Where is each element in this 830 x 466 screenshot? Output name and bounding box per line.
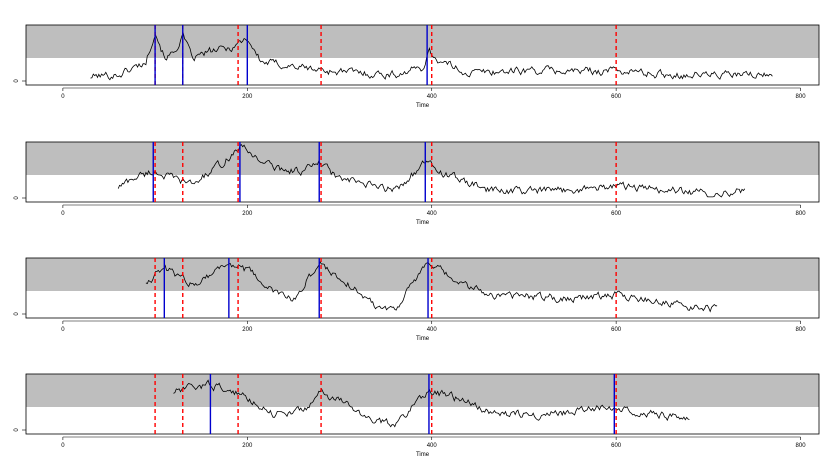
x-tick-label: 400 (427, 327, 438, 333)
plot-frame (25, 373, 820, 435)
x-tick-label: 800 (796, 443, 807, 449)
y-tick-label: 0 (14, 79, 20, 83)
x-tick-label: 800 (796, 211, 807, 217)
y-tick-label: 0 (14, 196, 20, 200)
x-tick-label: 400 (427, 94, 438, 100)
shaded-band (26, 142, 819, 175)
plot-frame (25, 24, 820, 86)
series-line (173, 379, 690, 428)
plot-frame (25, 141, 820, 203)
x-tick-label: 200 (242, 327, 253, 333)
x-tick-label: 800 (796, 94, 807, 100)
x-tick-label: 200 (242, 94, 253, 100)
x-tick-label: 0 (61, 211, 65, 217)
panel-2: 0 200 400 600 800 Time 0 (14, 141, 820, 226)
x-axis-title: Time (416, 336, 430, 342)
x-tick-label: 200 (242, 211, 253, 217)
x-tick-label: 0 (61, 327, 65, 333)
shaded-band (26, 374, 819, 407)
x-tick-label: 600 (611, 94, 622, 100)
y-tick-label: 0 (14, 312, 20, 316)
panel-4: 0 200 400 600 800 Time 0 (14, 373, 820, 458)
x-tick-label: 600 (611, 211, 622, 217)
panel-3: 0 200 400 600 800 Time 0 (14, 257, 820, 342)
panel-1: 0 200 400 600 800 Time 0 (14, 24, 820, 109)
shaded-band (26, 258, 819, 291)
x-axis-title: Time (416, 452, 430, 458)
plot-frame (25, 257, 820, 319)
x-tick-label: 0 (61, 443, 65, 449)
x-tick-label: 400 (427, 211, 438, 217)
x-tick-label: 800 (796, 327, 807, 333)
x-axis-title: Time (416, 220, 430, 226)
series-line (117, 144, 746, 198)
x-tick-label: 600 (611, 443, 622, 449)
shaded-band (26, 25, 819, 58)
x-tick-label: 400 (427, 443, 438, 449)
y-tick-label: 0 (14, 428, 20, 432)
x-tick-label: 200 (242, 443, 253, 449)
x-axis-title: Time (416, 103, 430, 109)
x-tick-label: 600 (611, 327, 622, 333)
x-tick-label: 0 (61, 94, 65, 100)
